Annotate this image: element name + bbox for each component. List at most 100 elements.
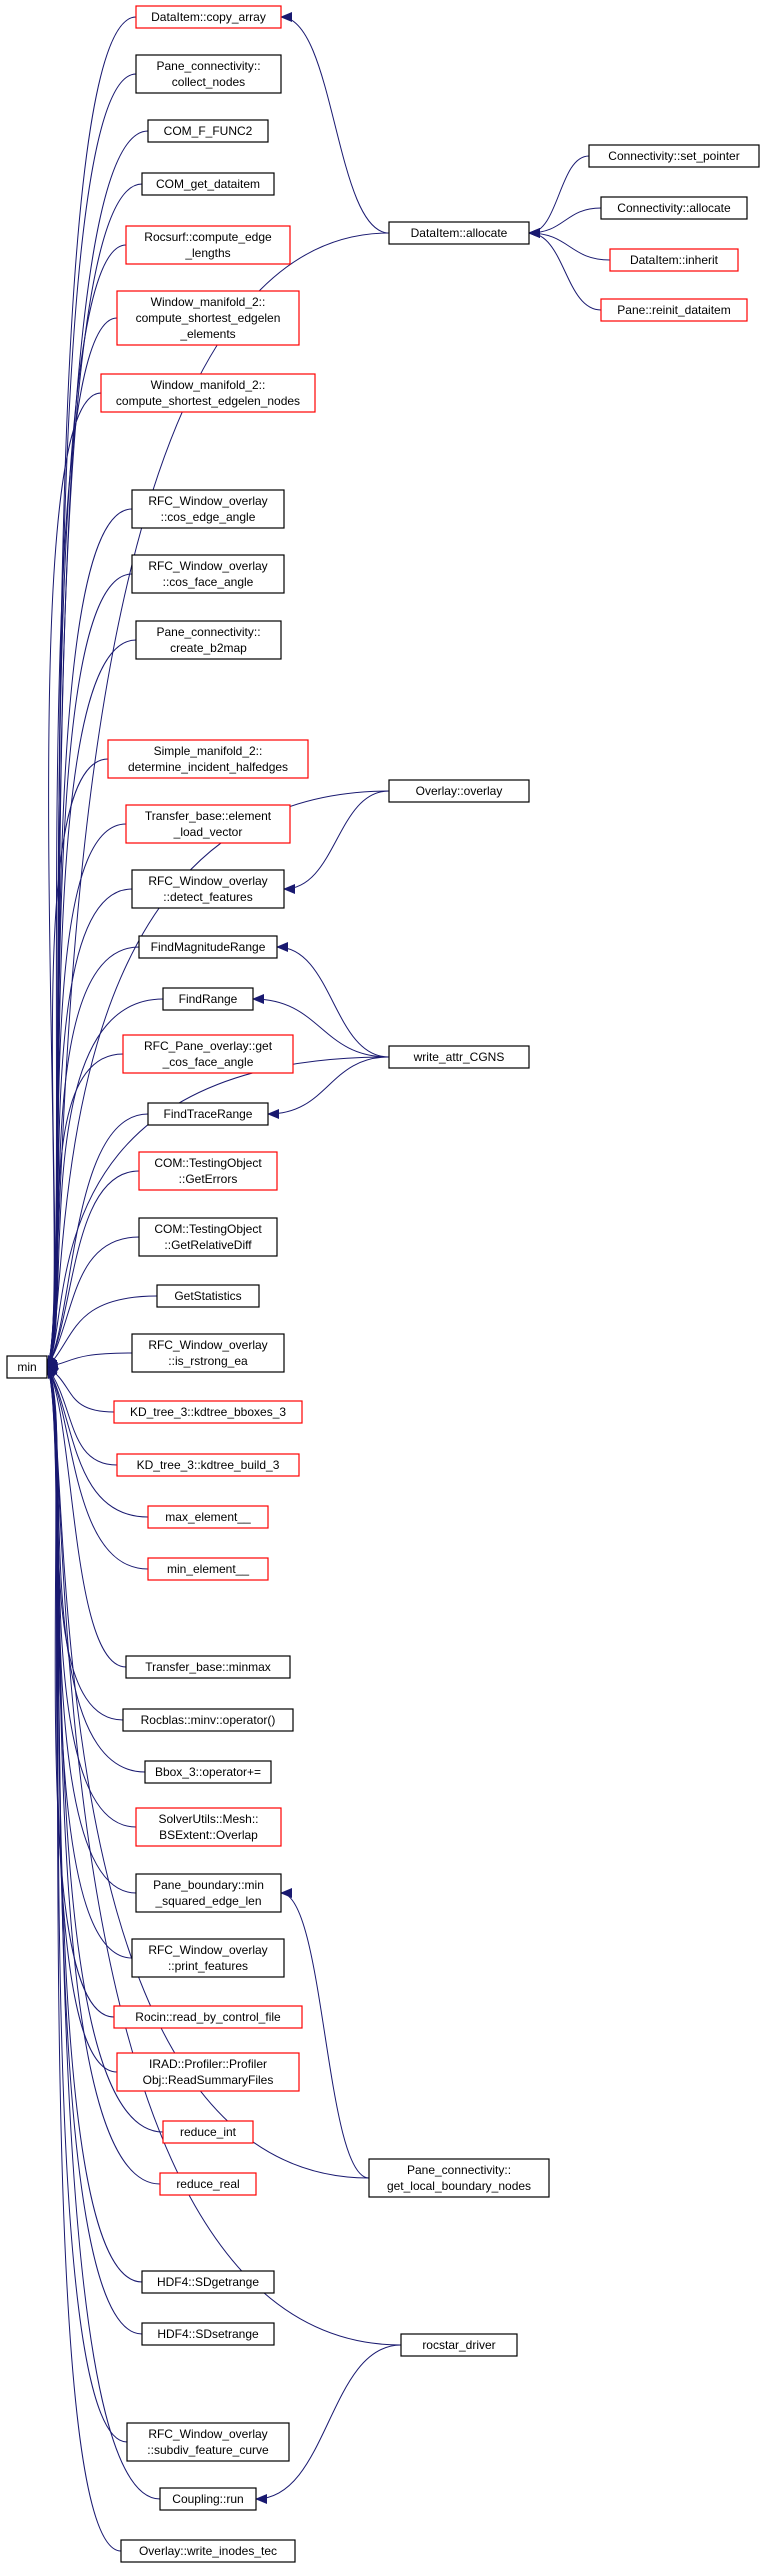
node-label: collect_nodes: [172, 75, 245, 89]
graph-node-cos_edge_angle[interactable]: RFC_Window_overlay::cos_edge_angle: [131, 489, 285, 529]
node-label: ::print_features: [168, 1959, 248, 1973]
graph-node-get_relative_diff[interactable]: COM::TestingObject::GetRelativeDiff: [138, 1217, 278, 1257]
graph-node-coupling_run[interactable]: Coupling::run: [159, 2487, 257, 2511]
node-label: Rocin::read_by_control_file: [135, 2010, 281, 2024]
node-label: FindTraceRange: [164, 1107, 253, 1121]
graph-node-shortest_edgelen_elements[interactable]: Window_manifold_2::compute_shortest_edge…: [116, 290, 300, 346]
node-label: min_element__: [167, 1562, 249, 1576]
graph-node-collect_nodes[interactable]: Pane_connectivity::collect_nodes: [135, 54, 282, 94]
graph-node-read_summary_files[interactable]: IRAD::Profiler::ProfilerObj::ReadSummary…: [116, 2052, 300, 2092]
edge-max_element-to-min: [46, 1366, 149, 1518]
graph-node-print_features[interactable]: RFC_Window_overlay::print_features: [131, 1938, 285, 1978]
node-label: min: [17, 1360, 36, 1374]
graph-node-sdsetrange[interactable]: HDF4::SDsetrange: [141, 2322, 275, 2346]
graph-node-detect_features[interactable]: RFC_Window_overlay::detect_features: [131, 869, 285, 909]
node-box: [6, 1355, 48, 1379]
graph-node-determine_incident_halfedges[interactable]: Simple_manifold_2::determine_incident_ha…: [107, 739, 309, 779]
node-box: [141, 172, 275, 196]
node-label: Pane_connectivity::: [156, 59, 260, 73]
node-label: RFC_Window_overlay: [148, 1338, 267, 1352]
node-box: [107, 739, 309, 779]
graph-node-reduce_real[interactable]: reduce_real: [159, 2172, 257, 2196]
node-label: RFC_Window_overlay: [148, 559, 267, 573]
node-box: [131, 554, 285, 594]
edge-shortest_edgelen_nodes-to-min: [46, 392, 102, 1368]
graph-node-get_errors[interactable]: COM::TestingObject::GetErrors: [138, 1151, 278, 1191]
graph-node-element_load_vector[interactable]: Transfer_base::element_load_vector: [125, 804, 291, 844]
graph-node-max_element[interactable]: max_element__: [147, 1505, 269, 1529]
node-box: [388, 1045, 530, 1069]
nodes-layer: min DataItem::copy_arrayPane_connectivity…: [6, 5, 760, 2563]
node-box: [588, 144, 760, 168]
graph-node-write_inodes_tec[interactable]: Overlay::write_inodes_tec: [120, 2539, 296, 2563]
node-label: rocstar_driver: [422, 2338, 495, 2352]
edge-set_pointer-to-allocate: [528, 155, 590, 238]
graph-node-min[interactable]: min: [6, 1355, 48, 1379]
node-label: HDF4::SDgetrange: [157, 2275, 259, 2289]
graph-node-get_statistics[interactable]: GetStatistics: [156, 1284, 260, 1308]
graph-node-min_element[interactable]: min_element__: [147, 1557, 269, 1581]
node-label: RFC_Window_overlay: [148, 494, 267, 508]
graph-node-reduce_int[interactable]: reduce_int: [162, 2120, 254, 2144]
node-label: COM_F_FUNC2: [164, 124, 253, 138]
graph-node-find_range[interactable]: FindRange: [162, 987, 254, 1011]
graph-node-kdtree_build_3[interactable]: KD_tree_3::kdtree_build_3: [116, 1453, 300, 1477]
node-label: RFC_Window_overlay: [148, 1943, 267, 1957]
graph-node-minv_operator[interactable]: Rocblas::minv::operator(): [122, 1708, 294, 1732]
node-label: Bbox_3::operator+=: [155, 1765, 261, 1779]
node-label: reduce_int: [180, 2125, 237, 2139]
graph-node-read_by_control_file[interactable]: Rocin::read_by_control_file: [113, 2005, 303, 2029]
graph-node-cos_face_angle[interactable]: RFC_Window_overlay::cos_face_angle: [131, 554, 285, 594]
node-label: Obj::ReadSummaryFiles: [143, 2073, 274, 2087]
graph-node-com_get_dataitem[interactable]: COM_get_dataitem: [141, 172, 275, 196]
graph-node-shortest_edgelen_nodes[interactable]: Window_manifold_2::compute_shortest_edge…: [100, 373, 316, 413]
node-label: _lengths: [184, 246, 230, 260]
graph-node-compute_edge_lengths[interactable]: Rocsurf::compute_edge_lengths: [125, 225, 291, 265]
node-box: [159, 2487, 257, 2511]
node-label: IRAD::Profiler::Profiler: [149, 2057, 267, 2071]
graph-node-write_attr_cgns[interactable]: write_attr_CGNS: [388, 1045, 530, 1069]
node-label: Pane_connectivity::: [156, 625, 260, 639]
node-label: Pane::reinit_dataitem: [617, 303, 730, 317]
graph-node-set_pointer[interactable]: Connectivity::set_pointer: [588, 144, 760, 168]
graph-node-get_cos_face_angle[interactable]: RFC_Pane_overlay::get_cos_face_angle: [122, 1034, 294, 1074]
graph-node-conn_allocate[interactable]: Connectivity::allocate: [600, 196, 748, 220]
graph-node-reinit_dataitem[interactable]: Pane::reinit_dataitem: [600, 298, 748, 322]
node-label: Connectivity::set_pointer: [608, 149, 739, 163]
graph-node-com_f_func2[interactable]: COM_F_FUNC2: [147, 119, 269, 143]
node-label: Window_manifold_2::: [151, 295, 266, 309]
node-label: GetStatistics: [174, 1289, 241, 1303]
edge-overlay-to-detect_features: [283, 790, 390, 894]
node-label: COM_get_dataitem: [156, 177, 260, 191]
node-label: Window_manifold_2::: [151, 378, 266, 392]
node-box: [147, 119, 269, 143]
node-box: [113, 2005, 303, 2029]
graph-node-subdiv_feature_curve[interactable]: RFC_Window_overlay::subdiv_feature_curve: [126, 2422, 290, 2462]
graph-node-create_b2map[interactable]: Pane_connectivity::create_b2map: [135, 620, 282, 660]
graph-node-minmax[interactable]: Transfer_base::minmax: [125, 1655, 291, 1679]
graph-node-overlay[interactable]: Overlay::overlay: [388, 779, 530, 803]
graph-node-min_squared_edge_len[interactable]: Pane_boundary::min_squared_edge_len: [135, 1873, 282, 1913]
node-box: [135, 54, 282, 94]
graph-node-rocstar_driver[interactable]: rocstar_driver: [400, 2333, 518, 2357]
node-label: Rocsurf::compute_edge: [144, 230, 272, 244]
graph-node-is_rstrong_ea[interactable]: RFC_Window_overlay::is_rstrong_ea: [131, 1333, 285, 1373]
graph-node-copy_array[interactable]: DataItem::copy_array: [135, 5, 282, 29]
graph-node-bbox_operator[interactable]: Bbox_3::operator+=: [144, 1760, 272, 1784]
graph-node-sdgetrange[interactable]: HDF4::SDgetrange: [141, 2270, 275, 2294]
node-box: [138, 1151, 278, 1191]
graph-node-kdtree_bboxes_3[interactable]: KD_tree_3::kdtree_bboxes_3: [113, 1400, 303, 1424]
graph-node-get_local_boundary_nodes[interactable]: Pane_connectivity::get_local_boundary_no…: [368, 2158, 550, 2198]
node-label: ::cos_face_angle: [163, 575, 254, 589]
edge-write_attr_cgns-to-find_trace_range: [267, 1056, 390, 1119]
node-box: [122, 1708, 294, 1732]
graph-node-inherit[interactable]: DataItem::inherit: [609, 248, 739, 272]
graph-node-find_trace_range[interactable]: FindTraceRange: [147, 1102, 269, 1126]
node-box: [125, 804, 291, 844]
graph-node-allocate[interactable]: DataItem::allocate: [388, 221, 530, 245]
graph-node-find_magnitude_range[interactable]: FindMagnitudeRange: [138, 935, 278, 959]
graph-node-bsextent_overlap[interactable]: SolverUtils::Mesh::BSExtent::Overlap: [135, 1807, 282, 1847]
node-box: [144, 1760, 272, 1784]
node-label: _cos_face_angle: [162, 1055, 254, 1069]
node-label: DataItem::copy_array: [151, 10, 266, 24]
